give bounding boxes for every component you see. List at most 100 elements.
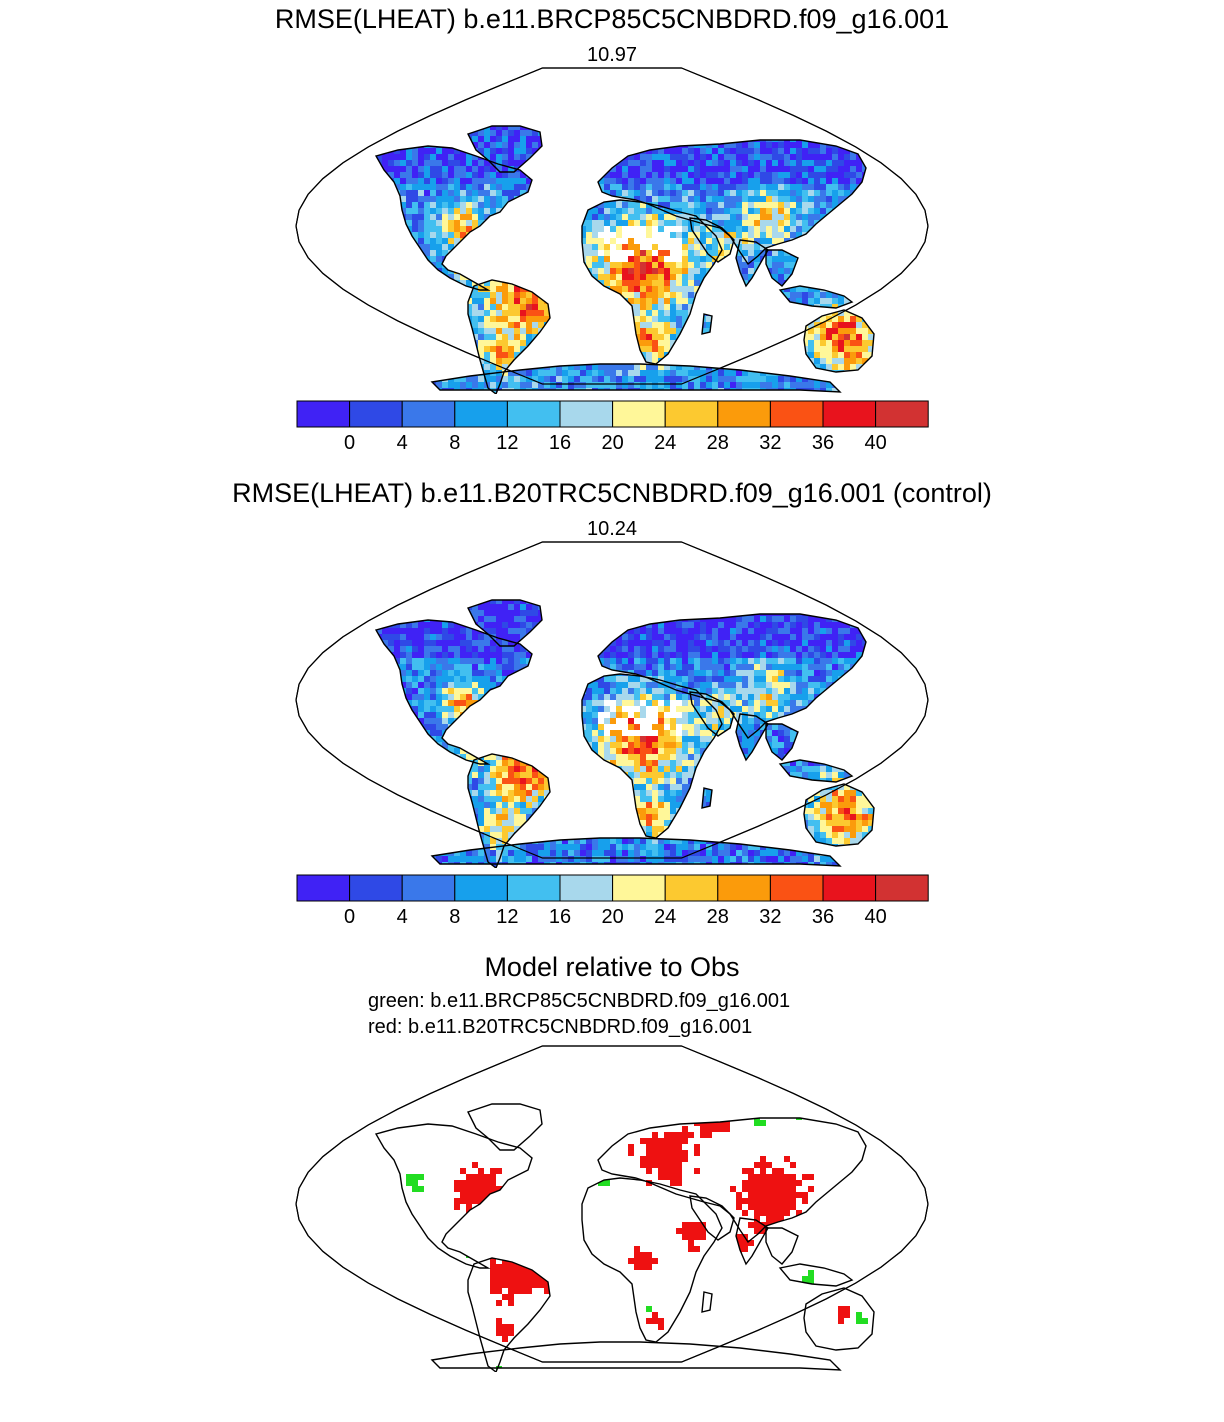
panel2-colorbar-box-6 (612, 874, 666, 902)
panel2-colorbar-box-3 (454, 874, 508, 902)
panel2-colorbar-box-2 (401, 874, 456, 902)
panel2-coastline-northAmerica (374, 619, 533, 765)
panel1-colorbar-box-7 (664, 400, 719, 428)
difference-map-frame (295, 1045, 929, 1363)
panel2-colorbar-box-5 (559, 874, 614, 902)
panel2-colorbar-tick-label: 32 (759, 906, 781, 928)
panel1-colorbar-box-1 (349, 400, 403, 428)
panel1-colorbar-box-2 (401, 400, 456, 428)
panel1-coastline-india (735, 239, 769, 288)
difference-coastline-indonesia (778, 1263, 854, 1287)
panel2-coastline-greenland (467, 599, 543, 647)
panel2-map-border (295, 541, 929, 859)
panel1-colorbar-box-3 (454, 400, 508, 428)
green-legend-label: green: b.e11.BRCP85C5CNBDRD.f09_g16.001 (368, 990, 791, 1012)
difference-coastline-australia (803, 1287, 875, 1351)
panel1-colorbar-box-4 (506, 400, 561, 428)
panel1-colorbar-tick-label: 24 (654, 432, 676, 454)
panel1-colorbar-tick-label: 20 (601, 432, 623, 454)
difference-coastline-africa (581, 1177, 723, 1343)
difference-coastline-seAsia (765, 1227, 799, 1265)
panel1-colorbar-box-5 (559, 400, 614, 428)
panel2-colorbar-box-10 (822, 874, 877, 902)
panel1-coastline-southAmerica (467, 279, 551, 394)
difference-coastline-madagascar (701, 1291, 713, 1313)
panel2-coastline-africa (581, 673, 723, 839)
difference-coastline-eurasia (597, 1117, 867, 1244)
difference-coastline-antarctica (430, 1341, 842, 1371)
panel2-colorbar-tick-label: 40 (864, 906, 886, 928)
panel1-colorbar-box-0 (296, 400, 351, 428)
panel1-coastline-arabia (689, 217, 735, 263)
panel1-colorbar-tick-label: 8 (449, 432, 460, 454)
panel1-colorbar-box-6 (612, 400, 666, 428)
panel2-colorbar-box-7 (664, 874, 719, 902)
panel2-coastline-arabia (689, 691, 735, 737)
panel1-coastline-africa (581, 199, 723, 365)
difference-coastline-greenland (467, 1103, 543, 1151)
panel1-coastline-antarctica (430, 363, 842, 393)
difference-map-border (295, 1045, 929, 1363)
panel1-coastline-indonesia (778, 285, 854, 309)
panel1-colorbar-tick-label: 32 (759, 432, 781, 454)
difference-coastline-arabia (689, 1195, 735, 1241)
red-legend-label: red: b.e11.B20TRC5CNBDRD.f09_g16.001 (368, 1016, 753, 1038)
panel1-colorbar-box-11 (875, 400, 929, 428)
panel1-rmse-value: 10.97 (586, 44, 638, 66)
panel2-colorbar-box-9 (769, 874, 824, 902)
panel2-colorbar-box-8 (717, 874, 771, 902)
panel2-coastline-southAmerica (467, 753, 551, 868)
difference-coastline-southAmerica (467, 1257, 551, 1372)
panel1-title: RMSE(LHEAT) b.e11.BRCP85C5CNBDRD.f09_g16… (274, 4, 950, 34)
panel2-colorbar-tick-label: 4 (397, 906, 408, 928)
panel2-coastline-indonesia (778, 759, 854, 783)
panel1-map (295, 67, 929, 394)
panel2-map (295, 541, 929, 868)
panel2-colorbar-tick-label: 28 (707, 906, 729, 928)
panel2-coastline-madagascar (701, 787, 713, 809)
panel2-title: RMSE(LHEAT) b.e11.B20TRC5CNBDRD.f09_g16.… (232, 478, 992, 508)
panel1-colorbar-tick-label: 36 (812, 432, 834, 454)
difference-title: Model relative to Obs (484, 952, 740, 982)
panel2-colorbar-tick-label: 12 (496, 906, 518, 928)
panel1-colorbar-box-8 (717, 400, 771, 428)
panel1-coastline-eurasia (597, 139, 867, 266)
panel2-coastlines (374, 599, 875, 868)
panel1-colorbar-tick-label: 16 (549, 432, 571, 454)
panel2-coastline-antarctica (430, 837, 842, 867)
panel1-coastline-australia (803, 309, 875, 373)
panel2-coastline-seAsia (765, 723, 799, 761)
panel2-colorbar-tick-label: 16 (549, 906, 571, 928)
panel2-colorbar-tick-label: 24 (654, 906, 676, 928)
panel2-rmse-value: 10.24 (586, 518, 638, 540)
panel2-colorbar-tick-label: 20 (601, 906, 623, 928)
panel2-coastline-india (735, 713, 769, 762)
panel2-colorbar-tick-label: 36 (812, 906, 834, 928)
panel1-colorbar-tick-label: 0 (344, 432, 355, 454)
panel2-coastline-eurasia (597, 613, 867, 740)
panel2-colorbar-box-1 (349, 874, 403, 902)
panel2-colorbar-tick-label: 8 (449, 906, 460, 928)
panel1-map-border (295, 67, 929, 385)
panel1-colorbar-box-9 (769, 400, 824, 428)
panel1-coastlines (374, 125, 875, 394)
panel1-colorbar: 0 4 8 12 16 20 24 28 32 36 40 (296, 400, 929, 454)
panel2-colorbar-box-11 (875, 874, 929, 902)
panel2-coastline-australia (803, 783, 875, 847)
panel1-coastline-greenland (467, 125, 543, 173)
panel2-colorbar: 0 4 8 12 16 20 24 28 32 36 40 (296, 874, 929, 928)
panel1-coastline-madagascar (701, 313, 713, 335)
panel2-colorbar-box-4 (506, 874, 561, 902)
panel1-colorbar-tick-label: 4 (397, 432, 408, 454)
difference-coastline-northAmerica (374, 1123, 533, 1269)
panel1-coastline-seAsia (765, 249, 799, 287)
panel1-colorbar-tick-label: 40 (864, 432, 886, 454)
difference-coastlines (374, 1103, 875, 1372)
panel1-colorbar-tick-label: 12 (496, 432, 518, 454)
difference-map (295, 1045, 929, 1372)
panel1-coastline-northAmerica (374, 145, 533, 291)
panel1-colorbar-tick-label: 28 (707, 432, 729, 454)
panel1-colorbar-box-10 (822, 400, 877, 428)
difference-coastline-india (735, 1217, 769, 1266)
panel2-colorbar-box-0 (296, 874, 351, 902)
